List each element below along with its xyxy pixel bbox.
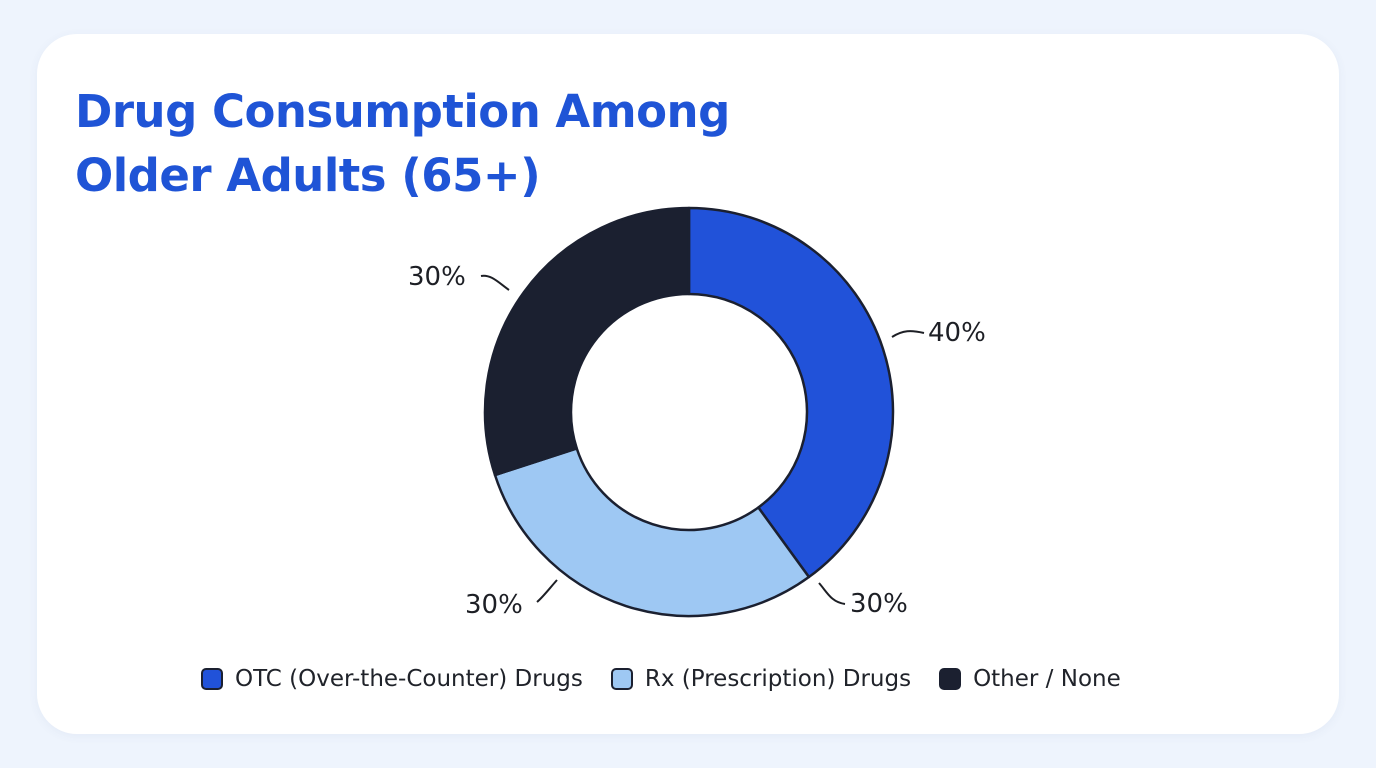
leader-line-other-top	[480, 274, 510, 291]
legend-swatch-rx	[610, 668, 633, 690]
slice-label-rx: 30%	[850, 589, 908, 619]
legend-label-otc: OTC (Over-the-Counter) Drugs	[235, 666, 583, 692]
legend-swatch-otc	[201, 668, 223, 690]
legend-swatch-other	[939, 668, 962, 690]
slice-label-otc: 40%	[928, 318, 986, 348]
donut-slice-otc	[687, 206, 895, 579]
legend-item-other: Other / None	[939, 666, 1121, 692]
leader-line-rx	[818, 582, 846, 605]
chart-legend: OTC (Over-the-Counter) Drugs Rx (Prescri…	[201, 666, 1149, 692]
donut-slice-other	[483, 206, 691, 477]
chart-title-line-1: Drug Consumption Among	[75, 85, 730, 138]
legend-label-rx: Rx (Prescription) Drugs	[644, 666, 912, 692]
slice-label-other: 30%	[465, 590, 523, 620]
donut-chart: 40% 30% 30% 30%	[408, 206, 986, 620]
donut-slice-rx	[493, 447, 811, 618]
leader-line-other	[536, 579, 558, 603]
legend-item-otc: OTC (Over-the-Counter) Drugs	[201, 666, 583, 692]
chart-card: Drug Consumption Among Older Adults (65+…	[37, 34, 1339, 734]
chart-title-line-2: Older Adults (65+)	[75, 149, 541, 202]
legend-label-other: Other / None	[973, 666, 1121, 692]
slice-label-extra: 30%	[408, 262, 466, 292]
legend-item-rx: Rx (Prescription) Drugs	[610, 666, 912, 692]
chart-title: Drug Consumption Among Older Adults (65+…	[75, 80, 730, 208]
leader-line-otc	[891, 330, 925, 338]
